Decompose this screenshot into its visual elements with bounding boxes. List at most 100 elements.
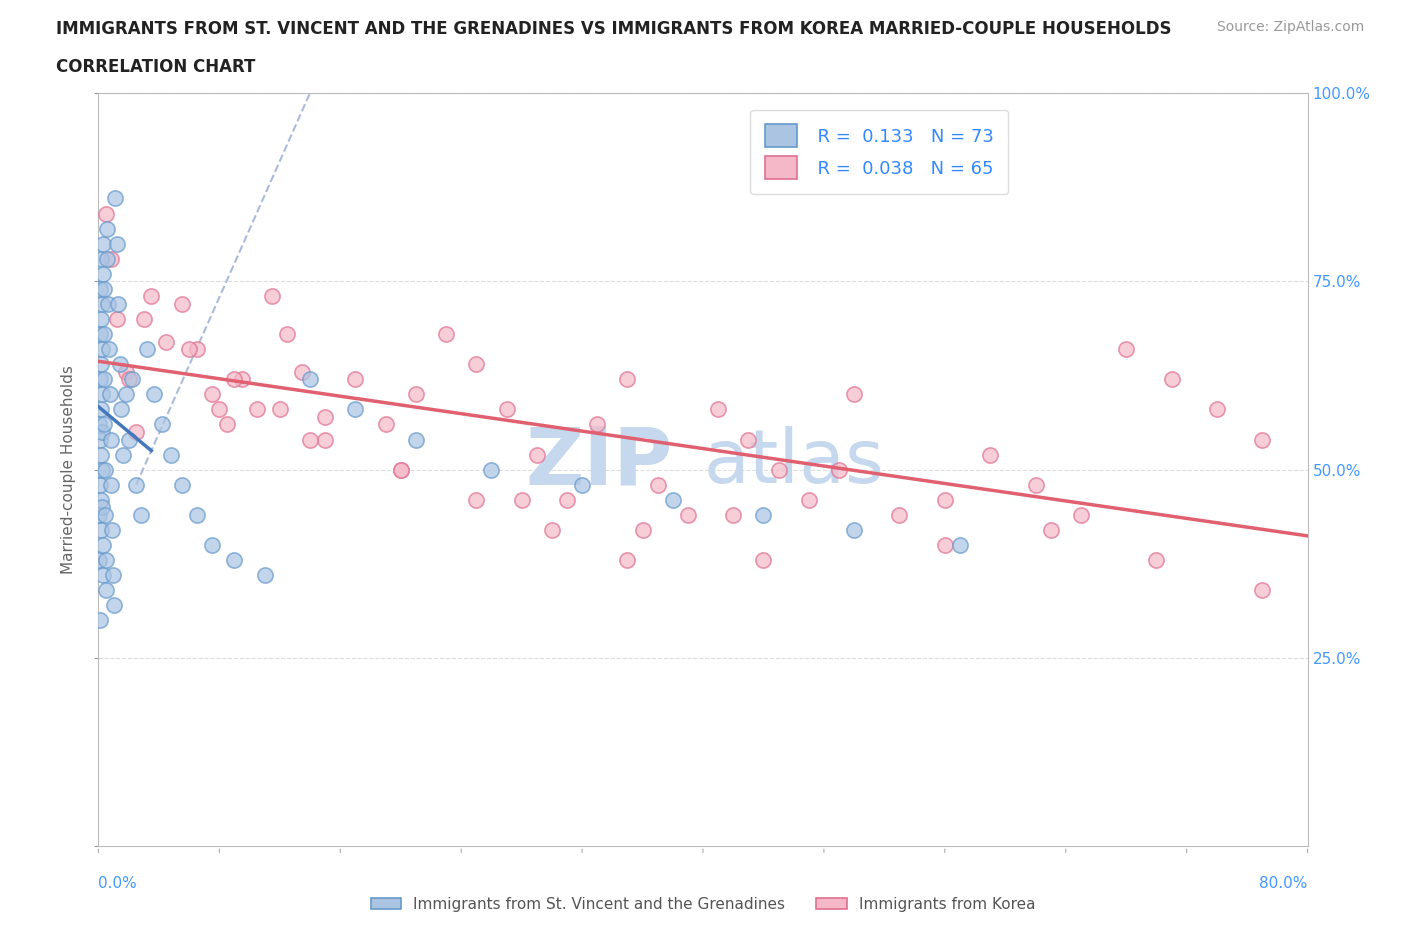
Point bbox=[101, 523, 124, 538]
Point bbox=[262, 289, 284, 304]
Point bbox=[91, 462, 114, 477]
Point bbox=[143, 387, 166, 402]
Point bbox=[118, 432, 141, 447]
Point bbox=[100, 477, 122, 492]
Text: CORRELATION CHART: CORRELATION CHART bbox=[56, 58, 256, 75]
Point bbox=[276, 326, 298, 341]
Point bbox=[344, 402, 367, 417]
Point bbox=[118, 372, 141, 387]
Text: ZIP: ZIP bbox=[526, 423, 672, 501]
Point bbox=[89, 613, 111, 628]
Point bbox=[526, 447, 548, 462]
Point bbox=[979, 447, 1001, 462]
Point bbox=[299, 372, 322, 387]
Point bbox=[105, 312, 128, 326]
Point bbox=[231, 372, 253, 387]
Point bbox=[90, 402, 112, 417]
Point bbox=[89, 432, 111, 447]
Point bbox=[90, 447, 112, 462]
Point bbox=[201, 538, 224, 552]
Point bbox=[1160, 372, 1182, 387]
Point bbox=[389, 462, 412, 477]
Point bbox=[90, 297, 112, 312]
Point bbox=[121, 372, 143, 387]
Point bbox=[465, 357, 488, 372]
Point bbox=[90, 387, 112, 402]
Point bbox=[91, 266, 114, 281]
Point bbox=[737, 432, 759, 447]
Point bbox=[510, 492, 533, 507]
Point bbox=[201, 387, 224, 402]
Point bbox=[1251, 432, 1274, 447]
Point bbox=[616, 552, 638, 567]
Point bbox=[495, 402, 517, 417]
Point bbox=[125, 424, 148, 440]
Point bbox=[89, 552, 111, 567]
Point bbox=[97, 297, 120, 312]
Point bbox=[105, 236, 128, 251]
Point bbox=[93, 326, 115, 341]
Point bbox=[98, 341, 121, 356]
Point bbox=[1146, 552, 1168, 567]
Point bbox=[631, 523, 654, 538]
Point bbox=[125, 477, 148, 492]
Point bbox=[299, 432, 322, 447]
Point bbox=[110, 402, 132, 417]
Point bbox=[114, 387, 136, 402]
Point bbox=[94, 552, 117, 567]
Point bbox=[91, 424, 114, 440]
Point bbox=[90, 523, 112, 538]
Point bbox=[91, 567, 114, 582]
Point bbox=[179, 341, 201, 356]
Point bbox=[555, 492, 578, 507]
Point bbox=[215, 417, 238, 432]
Point bbox=[91, 236, 114, 251]
Point bbox=[103, 598, 125, 613]
Point bbox=[108, 357, 131, 372]
Point bbox=[889, 508, 911, 523]
Point bbox=[314, 432, 336, 447]
Point bbox=[111, 447, 134, 462]
Point bbox=[186, 341, 208, 356]
Point bbox=[160, 447, 183, 462]
Point bbox=[768, 462, 790, 477]
Point bbox=[89, 282, 111, 297]
Point bbox=[661, 492, 683, 507]
Point bbox=[93, 417, 115, 432]
Point bbox=[344, 372, 367, 387]
Point bbox=[291, 365, 314, 379]
Point bbox=[1070, 508, 1092, 523]
Point bbox=[107, 297, 129, 312]
Point bbox=[253, 567, 276, 582]
Point bbox=[752, 552, 775, 567]
Point bbox=[114, 365, 136, 379]
Point bbox=[89, 508, 111, 523]
Point bbox=[100, 251, 122, 266]
Point bbox=[752, 508, 775, 523]
Point bbox=[405, 432, 427, 447]
Point bbox=[89, 326, 111, 341]
Point bbox=[374, 417, 396, 432]
Point bbox=[141, 289, 163, 304]
Point bbox=[1251, 583, 1274, 598]
Point bbox=[1115, 341, 1137, 356]
Point bbox=[828, 462, 851, 477]
Point bbox=[797, 492, 820, 507]
Point bbox=[616, 372, 638, 387]
Point bbox=[1206, 402, 1229, 417]
Point bbox=[246, 402, 269, 417]
Point bbox=[676, 508, 699, 523]
Point bbox=[94, 206, 117, 221]
Y-axis label: Married-couple Households: Married-couple Households bbox=[60, 365, 76, 574]
Point bbox=[1039, 523, 1062, 538]
Point bbox=[170, 297, 193, 312]
Point bbox=[389, 462, 412, 477]
Point bbox=[101, 567, 124, 582]
Point bbox=[1024, 477, 1046, 492]
Point bbox=[135, 341, 157, 356]
Text: IMMIGRANTS FROM ST. VINCENT AND THE GRENADINES VS IMMIGRANTS FROM KOREA MARRIED-: IMMIGRANTS FROM ST. VINCENT AND THE GREN… bbox=[56, 20, 1171, 38]
Point bbox=[91, 538, 114, 552]
Point bbox=[129, 508, 152, 523]
Point bbox=[93, 282, 115, 297]
Legend: Immigrants from St. Vincent and the Grenadines, Immigrants from Korea: Immigrants from St. Vincent and the Gren… bbox=[364, 891, 1042, 918]
